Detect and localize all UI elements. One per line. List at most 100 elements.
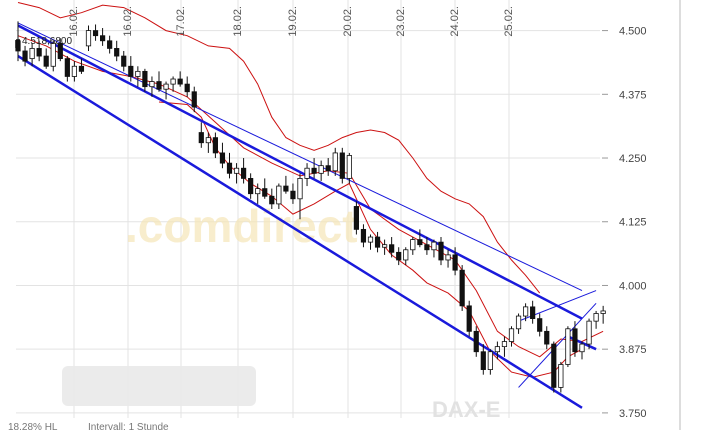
candle-body — [558, 364, 564, 388]
candle-body — [403, 249, 409, 261]
band-upper-line — [17, 2, 541, 294]
candle-body — [515, 315, 522, 330]
candle-body — [114, 48, 120, 57]
candle-body — [381, 244, 388, 248]
y-tick-label: 4.500 — [619, 26, 647, 38]
candle-body — [586, 320, 592, 345]
candle-body — [283, 185, 289, 192]
candle-body — [417, 239, 423, 246]
y-tick-label: 4.250 — [619, 153, 647, 165]
candle-body — [240, 167, 247, 179]
candle-body — [374, 236, 381, 248]
candle-body — [593, 313, 599, 322]
candle-body — [332, 152, 338, 172]
candle-body — [410, 239, 416, 251]
candle-body — [177, 78, 183, 85]
band-mid-line — [17, 35, 604, 358]
footer-left: 18,28% HL — [8, 422, 58, 430]
y-tick-label: 4.000 — [619, 280, 647, 292]
candle-body — [297, 178, 303, 200]
footer-interval: Intervall: 1 Stunde — [88, 422, 169, 430]
candle-body — [360, 228, 367, 243]
candle-body — [501, 341, 508, 348]
candle-body — [212, 137, 218, 154]
candle-body — [64, 58, 70, 77]
candle-body — [466, 305, 472, 332]
candle-body — [78, 65, 85, 72]
x-date-label: 16.02. — [122, 6, 134, 37]
candle-body — [438, 241, 444, 261]
candle-body — [36, 48, 42, 57]
candle-body — [459, 269, 465, 307]
x-axis: 16.02. 16.02. 17.02. 18.02. 19.02. 20.02. 23.0… — [68, 6, 515, 37]
candle-body — [142, 70, 148, 88]
candle-body — [494, 346, 501, 353]
candle-body — [572, 328, 578, 353]
y-tick-label: 4.125 — [619, 217, 647, 229]
candle-body — [163, 83, 169, 90]
candle-body — [128, 65, 134, 77]
channel-lower-line — [17, 55, 583, 409]
trend-channel — [17, 22, 597, 409]
candle-body — [262, 188, 268, 197]
channel-upper-line — [17, 24, 583, 320]
candle-body — [198, 132, 204, 144]
candle-body — [255, 188, 261, 195]
candle-body — [170, 78, 176, 85]
candle-body — [29, 48, 35, 60]
candle-body — [276, 185, 282, 205]
candle-body — [107, 40, 113, 49]
candle-body — [339, 152, 345, 179]
candle-body — [156, 81, 162, 90]
x-date-label: 17.02. — [175, 6, 187, 37]
candle-body — [57, 42, 63, 60]
candle-body — [579, 343, 585, 353]
x-date-label: 19.02. — [287, 6, 299, 37]
candle-body — [290, 190, 296, 200]
high-value-label: 4.518,6800 — [22, 36, 72, 47]
y-tick-label: 4.375 — [619, 89, 647, 101]
candle-body — [191, 91, 197, 108]
candle-body — [50, 42, 56, 67]
candle-body — [269, 195, 275, 205]
candle-body — [565, 328, 571, 365]
x-date-label: 18.02. — [232, 6, 244, 37]
candle-body — [431, 241, 437, 251]
candle-body — [551, 343, 557, 388]
channel-upper-thin-line — [17, 22, 583, 292]
candle-body — [537, 318, 543, 332]
candle-body — [544, 330, 550, 345]
candle-body — [473, 330, 479, 353]
candles — [15, 21, 606, 393]
candle-body — [530, 306, 536, 319]
x-date-label: 25.02. — [503, 6, 515, 37]
candle-body — [311, 167, 317, 174]
instrument-label: DAX-E — [432, 397, 500, 422]
candle-body — [480, 351, 486, 370]
watermark-text: .comdirect — [125, 200, 358, 252]
high-marker: 4.518,6800 — [15, 36, 72, 48]
candle-body — [445, 254, 451, 261]
candle-body — [508, 328, 515, 342]
candle-body — [452, 254, 458, 271]
candle-body — [353, 206, 360, 230]
candle-body — [184, 83, 190, 93]
candle-body — [318, 165, 324, 174]
candle-body — [325, 165, 331, 172]
candle-body — [367, 236, 374, 243]
candle-body — [226, 162, 233, 174]
candle-body — [121, 55, 127, 67]
x-date-label: 20.02. — [342, 6, 354, 37]
y-tick-label: 3.750 — [619, 408, 647, 420]
x-date-label: 24.02. — [449, 6, 461, 37]
candle-body — [219, 152, 226, 164]
candle-body — [71, 65, 77, 77]
candle-body — [424, 244, 430, 251]
x-date-label: 16.02. — [68, 6, 80, 37]
x-date-label: 23.02. — [395, 6, 407, 37]
candle-body — [248, 178, 254, 195]
candle-body — [92, 30, 99, 37]
candle-body — [346, 155, 352, 179]
grid — [16, 0, 600, 418]
triangle-line — [518, 302, 597, 388]
